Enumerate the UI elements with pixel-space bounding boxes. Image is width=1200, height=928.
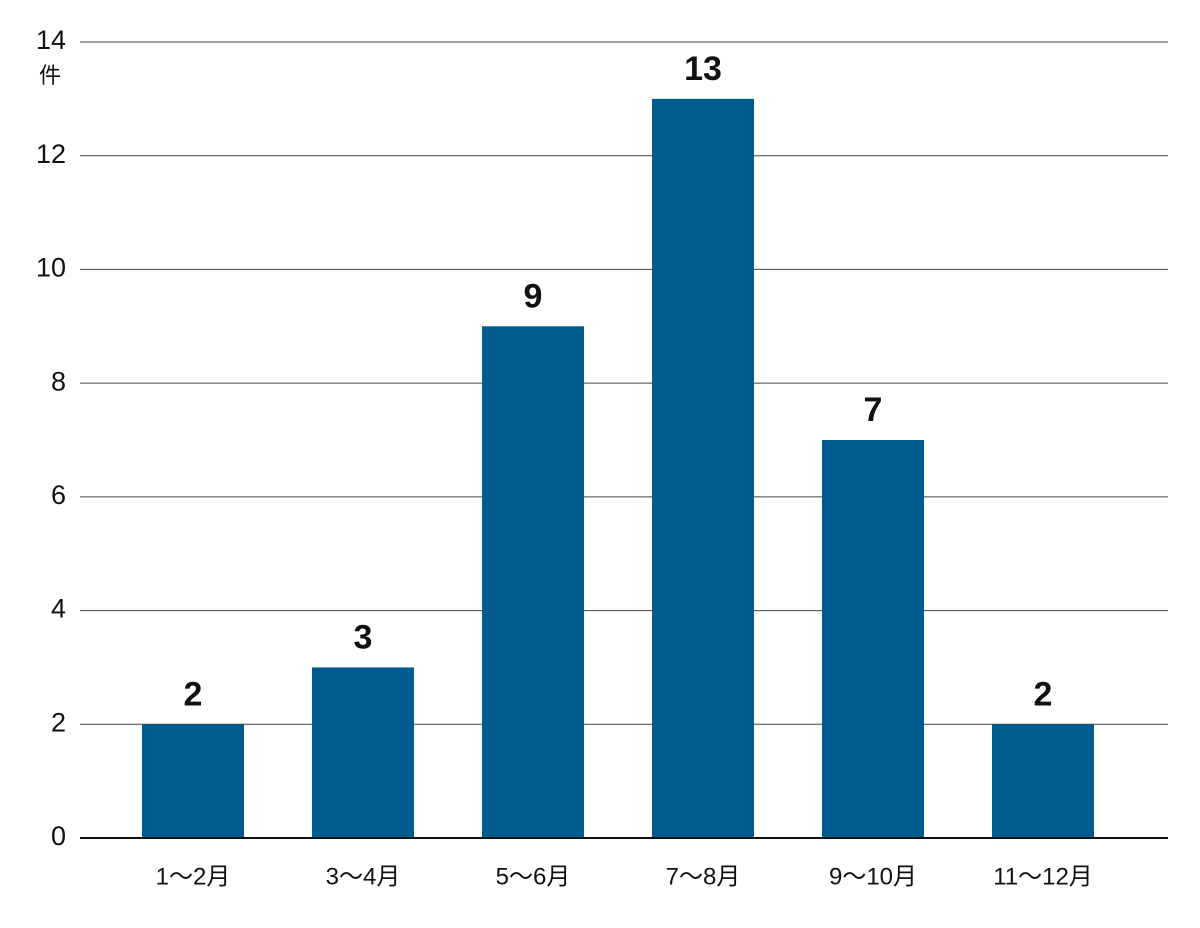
y-tick-label: 2 bbox=[51, 707, 66, 737]
bar bbox=[822, 440, 924, 838]
y-tick-label: 14 bbox=[36, 25, 66, 55]
y-tick-label: 12 bbox=[36, 139, 66, 169]
y-tick-label: 10 bbox=[36, 253, 66, 283]
y-unit: 件 bbox=[39, 63, 61, 88]
y-tick-label: 0 bbox=[51, 821, 66, 851]
x-tick-label: 9～10月 bbox=[829, 863, 917, 890]
value-label: 2 bbox=[1034, 675, 1053, 713]
value-label: 7 bbox=[864, 391, 883, 429]
bar bbox=[652, 98, 754, 839]
bar bbox=[312, 667, 414, 838]
value-label: 9 bbox=[524, 277, 543, 315]
x-tick-label: 1～2月 bbox=[156, 863, 231, 890]
x-tick-label: 3～4月 bbox=[326, 863, 401, 890]
value-label: 2 bbox=[184, 675, 203, 713]
bar bbox=[992, 724, 1094, 838]
x-tick-label: 11～12月 bbox=[993, 863, 1093, 890]
y-tick-label: 4 bbox=[51, 594, 66, 624]
x-tick-label: 5～6月 bbox=[496, 863, 571, 890]
y-tick-label: 8 bbox=[51, 366, 66, 396]
bar bbox=[142, 724, 244, 838]
bar bbox=[482, 326, 584, 838]
y-tick-label: 6 bbox=[51, 480, 66, 510]
value-label: 3 bbox=[354, 618, 373, 656]
value-label: 13 bbox=[684, 50, 722, 88]
x-tick-label: 7～8月 bbox=[666, 863, 741, 890]
